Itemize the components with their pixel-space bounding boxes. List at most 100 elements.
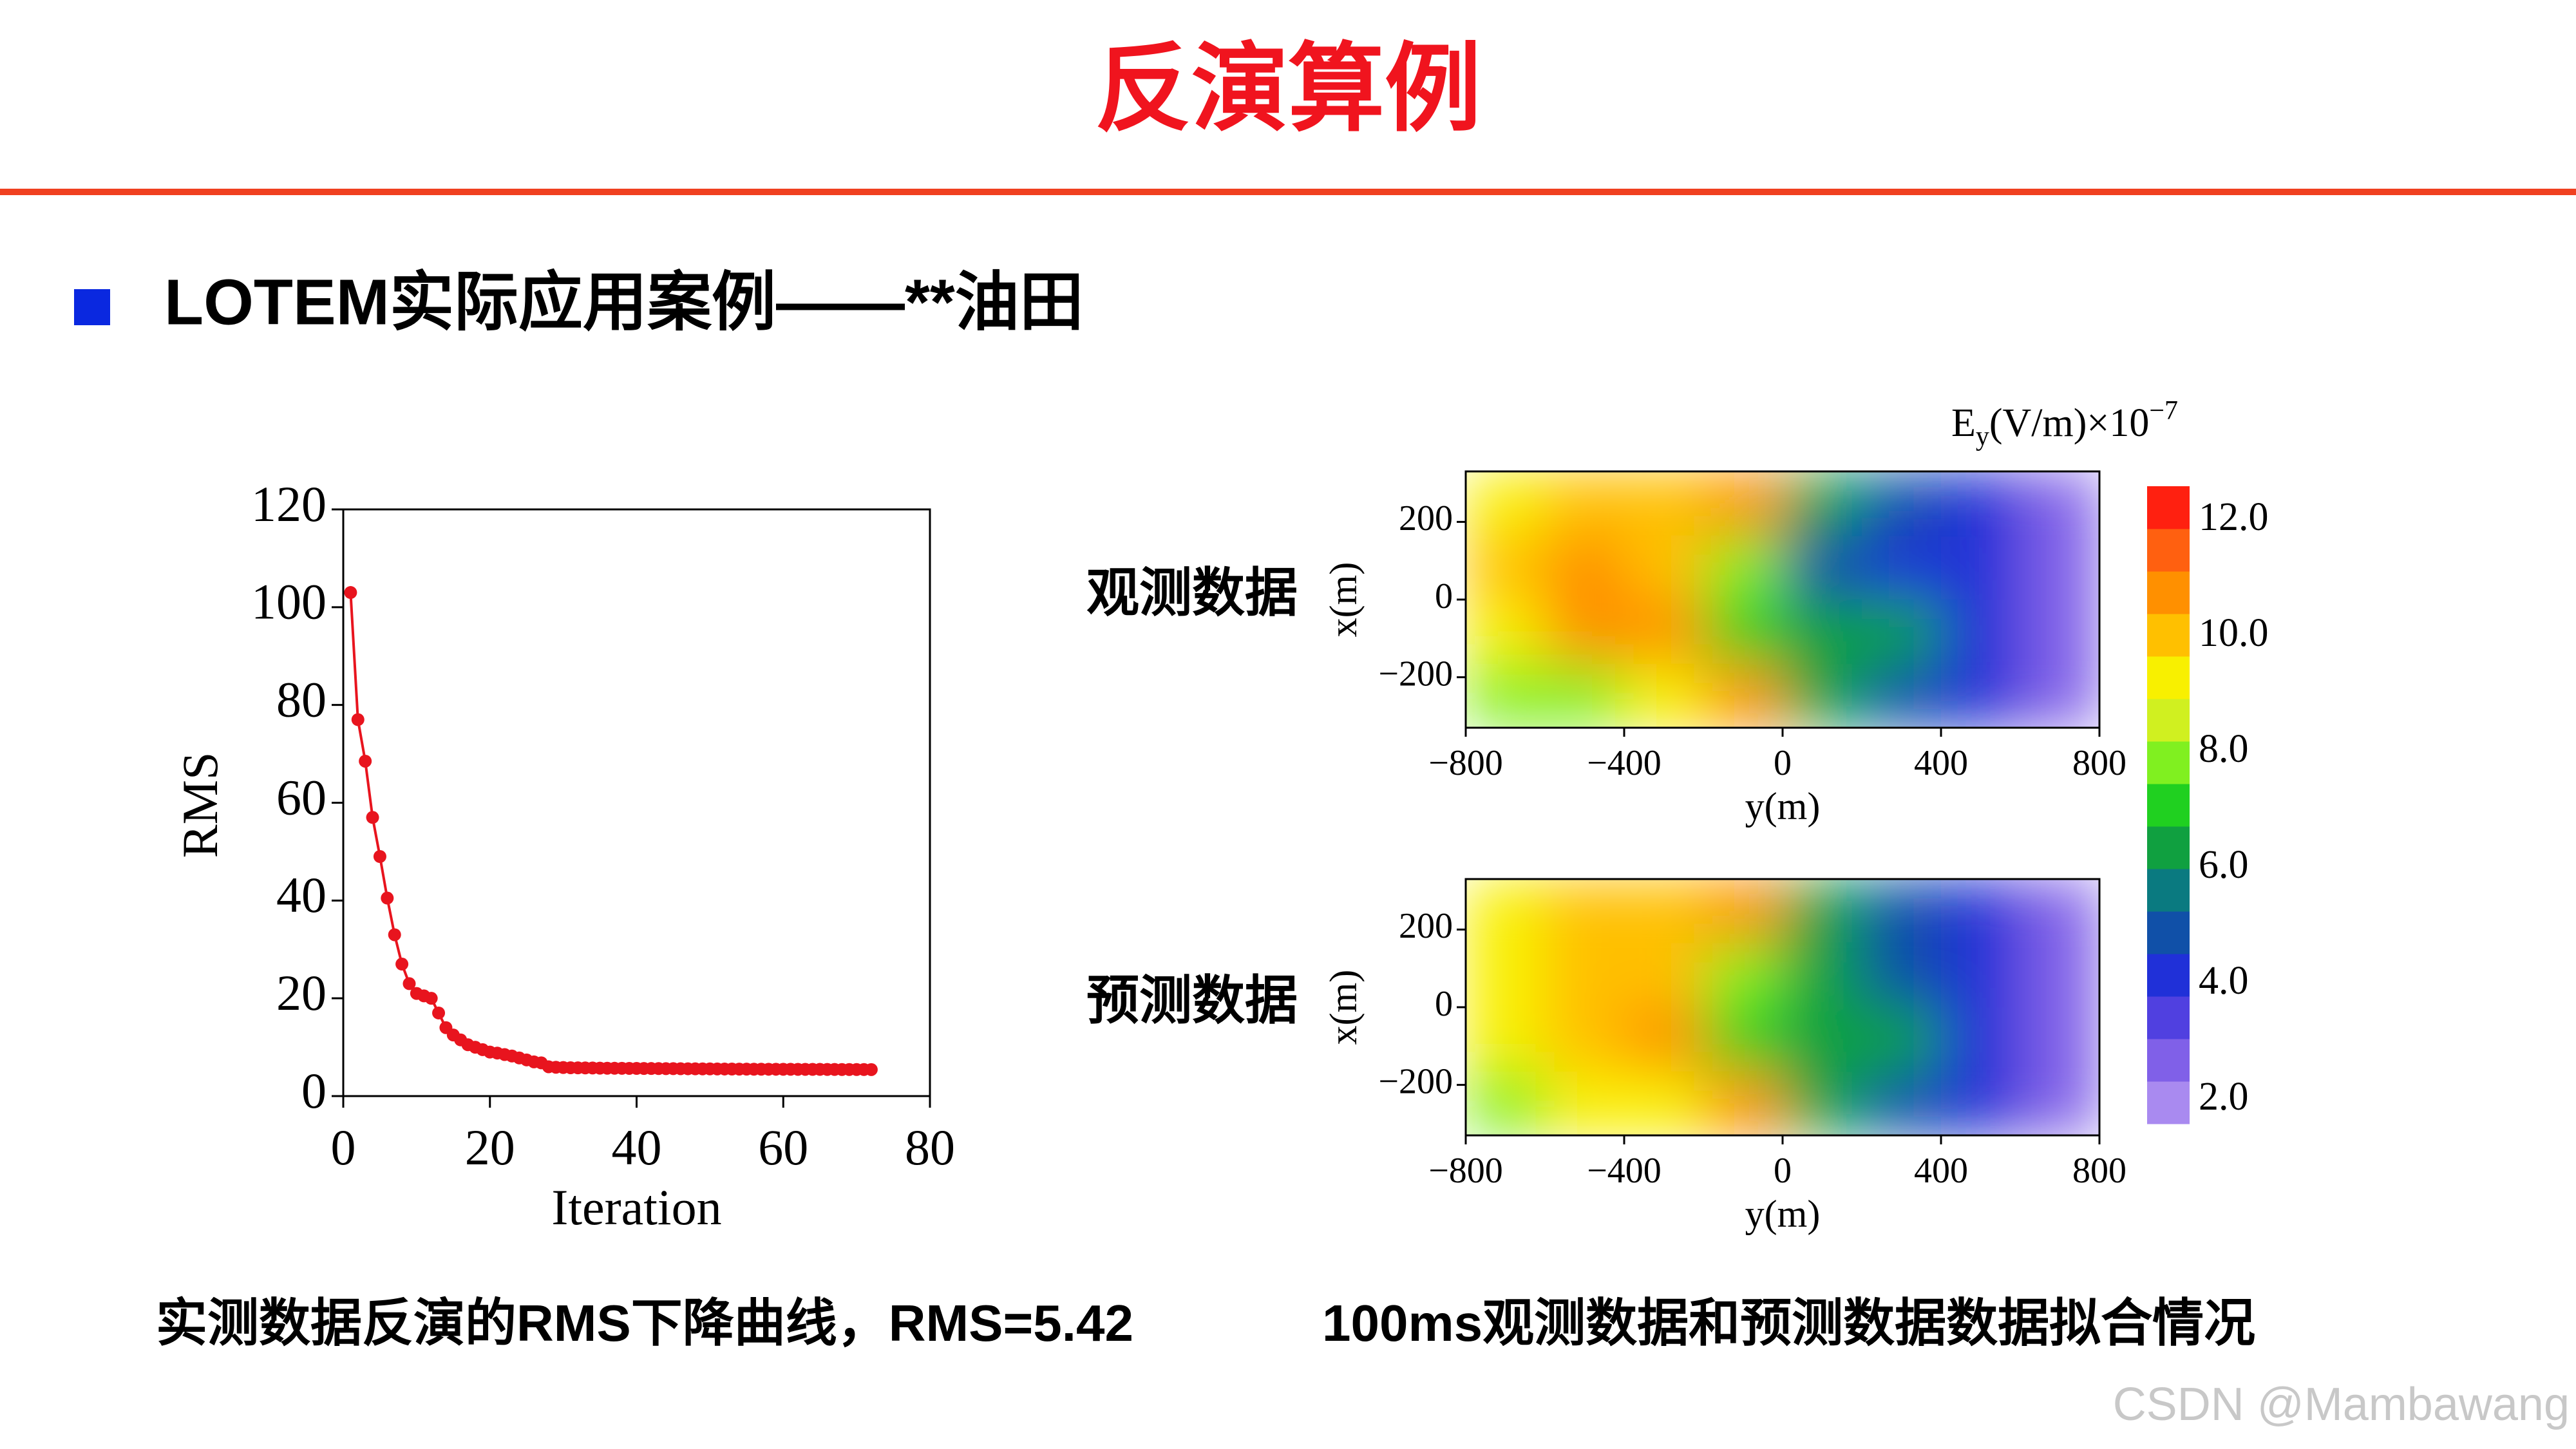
heatmap-cell (1466, 943, 1546, 1008)
heatmap-cell (1624, 879, 1704, 944)
side-label: 预测数据 (1086, 972, 1298, 1030)
heatmap-cell (1783, 879, 1862, 944)
x-tick-label: 0 (331, 1119, 356, 1175)
heatmap-cell (1545, 600, 1625, 665)
heatmap-cell (1862, 663, 1942, 728)
x-tick-label: 20 (465, 1119, 515, 1175)
data-point (402, 977, 416, 990)
heatmap-cell (2020, 471, 2099, 536)
colorbar-segment (2147, 1081, 2190, 1124)
heatmap-cell (1545, 879, 1625, 944)
heatmap-cell (1466, 600, 1546, 665)
title-rule (0, 189, 2576, 195)
data-point (373, 850, 386, 864)
heatmap-cell (1466, 1007, 1546, 1072)
heatmap-cell (1624, 943, 1704, 1008)
heatmap-cell (1783, 1007, 1862, 1072)
y-tick-label: −200 (1378, 1061, 1453, 1101)
heatmap-cell (1545, 943, 1625, 1008)
heatmap-cell (1466, 663, 1546, 728)
heatmap-cell (1862, 600, 1942, 665)
heatmap-cell (1941, 1071, 2021, 1135)
y-tick-label: 20 (276, 965, 327, 1021)
heatmap-cell (2020, 600, 2099, 665)
heatmap-cell (2020, 1071, 2099, 1135)
heatmap-cell (1941, 535, 2021, 600)
heatmap-cell (1545, 1071, 1625, 1135)
heatmap-cell (1783, 471, 1862, 536)
y-tick-label: 200 (1399, 906, 1453, 946)
colorbar-segment (2147, 529, 2190, 572)
colorbar-label-part: y (1976, 422, 1989, 451)
y-tick-label: 200 (1399, 498, 1453, 538)
colorbar-tick-label: 4.0 (2199, 959, 2249, 1003)
heatmap-field (1466, 471, 2099, 728)
x-tick-label: 0 (1774, 1151, 1792, 1191)
colorbar-tick-label: 8.0 (2199, 727, 2249, 771)
colorbar-segment (2147, 869, 2190, 912)
heatmap-cell (1466, 535, 1546, 600)
heatmap-cell (1624, 535, 1704, 600)
data-point (388, 928, 401, 942)
colorbar-tick-label: 2.0 (2199, 1075, 2249, 1119)
heatmap-cell (1941, 879, 2021, 944)
plot-frame (342, 508, 931, 1097)
colorbar-segment (2147, 954, 2190, 997)
heatmap-cell (1862, 471, 1942, 536)
caption: 实测数据反演的RMS下降曲线，RMS=5.42 (156, 1294, 1133, 1352)
heatmap-cell (1783, 663, 1862, 728)
colorbar-segment (2147, 571, 2190, 614)
colorbar-label-part: E (1951, 401, 1976, 445)
y-tick-label: 80 (276, 672, 327, 728)
colorbar-tick-label: 10.0 (2199, 611, 2269, 655)
colorbar-label-part: −7 (2149, 396, 2178, 426)
colorbar-segment (2147, 699, 2190, 742)
heatmap-cell (1862, 1007, 1942, 1072)
data-point (395, 958, 409, 971)
watermark: CSDN @Mambawang (2113, 1379, 2570, 1430)
x-tick-label: −800 (1428, 743, 1503, 783)
heatmap-cell (1703, 600, 1783, 665)
heatmap-cell (1703, 879, 1783, 944)
data-point (344, 586, 357, 600)
x-tick-label: 60 (758, 1119, 808, 1175)
heatmap-cell (1703, 1007, 1783, 1072)
colorbar-segment (2147, 614, 2190, 657)
heatmap-cell (1466, 471, 1546, 536)
y-tick-label: 120 (251, 476, 327, 532)
heatmap-cell (1624, 1071, 1704, 1135)
colorbar-tick-label: 6.0 (2199, 843, 2249, 887)
heatmap-cell (1545, 471, 1625, 536)
caption: 100ms观测数据和预测数据数据拟合情况 (1322, 1294, 2255, 1352)
heatmap-cell (1624, 600, 1704, 665)
heatmap-cell (1466, 1071, 1546, 1135)
y-axis-label: x(m) (1322, 562, 1365, 638)
heatmap-cell (1624, 471, 1704, 536)
data-point (351, 713, 365, 726)
heatmap-cell (1624, 1007, 1704, 1072)
heatmap-cell (1545, 535, 1625, 600)
x-tick-label: −400 (1587, 743, 1662, 783)
x-tick-label: −800 (1428, 1151, 1503, 1191)
heatmap-cell (1941, 663, 2021, 728)
x-tick-label: 800 (2072, 743, 2126, 783)
y-tick-label: 60 (276, 769, 327, 825)
heatmap-cell (1703, 663, 1783, 728)
y-tick-label: −200 (1378, 654, 1453, 694)
colorbar-segment (2147, 1039, 2190, 1082)
heatmap-cell (1545, 1007, 1625, 1072)
heatmap-cell (1941, 600, 2021, 665)
data-point (432, 1006, 446, 1019)
x-tick-label: −400 (1587, 1151, 1662, 1191)
x-tick-label: 80 (905, 1119, 955, 1175)
heatmap-cell (1783, 943, 1862, 1008)
x-axis-label: y(m) (1745, 1193, 1821, 1235)
x-tick-label: 800 (2072, 1151, 2126, 1191)
data-point (359, 754, 372, 768)
x-axis-label: y(m) (1745, 785, 1821, 828)
heatmap-cell (1703, 943, 1783, 1008)
heatmap-cell (1703, 535, 1783, 600)
heatmap-cell (1941, 471, 2021, 536)
x-tick-label: 40 (612, 1119, 662, 1175)
heatmap-cell (1862, 943, 1942, 1008)
